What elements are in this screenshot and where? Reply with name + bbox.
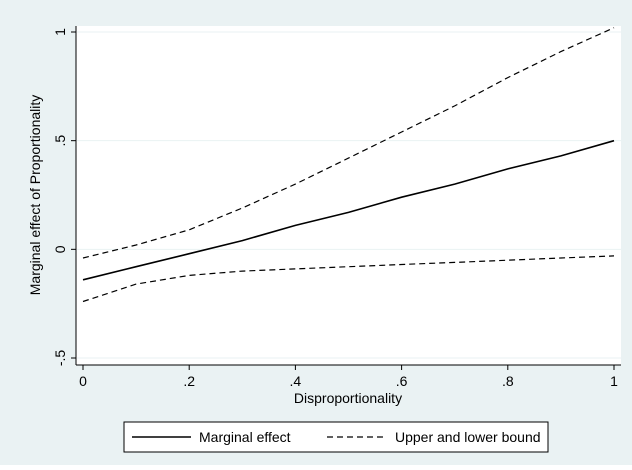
x-tick-label: .2 <box>183 373 195 389</box>
y-tick-label: 1 <box>52 28 68 36</box>
series-layer <box>82 27 615 303</box>
y-tick-label: 0 <box>52 245 68 253</box>
x-tick-label: 1 <box>610 373 618 389</box>
y-tick-label: -.5 <box>52 350 68 367</box>
x-tick-label: .8 <box>502 373 514 389</box>
x-tick-label: 0 <box>79 373 87 389</box>
x-tick-label: .4 <box>290 373 302 389</box>
series-line-2 <box>82 27 615 259</box>
grid-layer <box>77 31 621 359</box>
plot-area <box>76 26 621 365</box>
legend: Marginal effect Upper and lower bound <box>123 421 549 453</box>
x-tick-label: .6 <box>396 373 408 389</box>
x-axis-label: Disproportionality <box>294 390 402 406</box>
y-tick-label: .5 <box>52 135 68 147</box>
legend-label-bounds: Upper and lower bound <box>395 429 541 445</box>
series-line-3 <box>82 255 615 303</box>
tick-layer: -.5 0 .5 1 0 .2 .4 .6 .8 1 <box>52 28 618 389</box>
y-axis-label: Marginal effect of Proportionality <box>27 95 43 296</box>
axis-layer <box>75 26 621 366</box>
legend-label-marginal-effect: Marginal effect <box>199 429 291 445</box>
series-line-1 <box>82 139 615 281</box>
legend-box <box>123 421 549 453</box>
